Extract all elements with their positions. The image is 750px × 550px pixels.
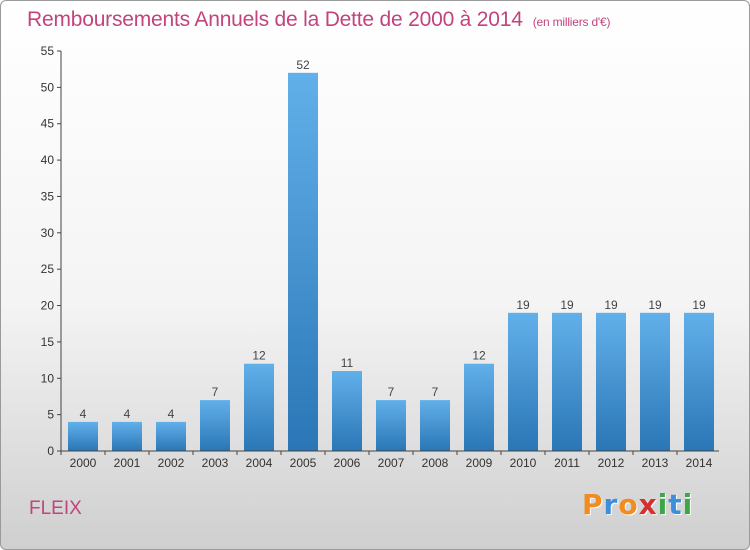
y-tick-label: 40 bbox=[41, 153, 55, 167]
y-tick-label: 10 bbox=[41, 371, 55, 385]
x-tick-label: 2012 bbox=[598, 456, 625, 470]
x-tick-label: 2007 bbox=[378, 456, 405, 470]
data-label: 19 bbox=[604, 298, 618, 312]
bar bbox=[684, 312, 714, 451]
x-tick-label: 2004 bbox=[246, 456, 273, 470]
logo-letter: x bbox=[638, 488, 658, 521]
bar bbox=[508, 312, 538, 451]
bar bbox=[596, 312, 626, 451]
y-tick-label: 0 bbox=[47, 444, 54, 458]
y-tick-label: 15 bbox=[41, 335, 55, 349]
proxiti-logo: Proxiti bbox=[582, 488, 693, 521]
commune-name: FLEIX bbox=[29, 498, 82, 519]
x-tick-label: 2014 bbox=[686, 456, 713, 470]
bar bbox=[376, 400, 406, 451]
y-tick-label: 30 bbox=[41, 226, 55, 240]
logo-letter: i bbox=[682, 488, 694, 521]
logo-letter: P bbox=[582, 488, 604, 521]
logo-letter: t bbox=[668, 488, 683, 521]
bar bbox=[420, 400, 450, 451]
x-tick-label: 2000 bbox=[70, 456, 97, 470]
logo-letter: r bbox=[603, 488, 619, 521]
bar bbox=[640, 312, 670, 451]
data-label: 4 bbox=[80, 407, 87, 421]
title-unit: (en milliers d'€) bbox=[532, 15, 611, 29]
title-text: Remboursements Annuels de la Dette de 20… bbox=[27, 8, 523, 31]
data-label: 19 bbox=[648, 298, 662, 312]
data-label: 4 bbox=[124, 407, 131, 421]
bar bbox=[552, 312, 582, 451]
y-tick-label: 25 bbox=[41, 262, 55, 276]
bar bbox=[112, 421, 142, 451]
x-tick-label: 2011 bbox=[554, 456, 580, 470]
y-tick-label: 55 bbox=[41, 44, 55, 58]
data-label: 12 bbox=[472, 349, 486, 363]
y-tick-label: 20 bbox=[41, 299, 55, 313]
bar bbox=[244, 363, 274, 451]
data-label: 7 bbox=[212, 385, 219, 399]
data-label: 7 bbox=[388, 385, 395, 399]
data-label: 12 bbox=[252, 349, 266, 363]
x-tick-label: 2003 bbox=[202, 456, 229, 470]
y-tick-label: 50 bbox=[41, 80, 55, 94]
data-label: 19 bbox=[516, 298, 530, 312]
bar bbox=[332, 371, 362, 451]
data-label: 4 bbox=[168, 407, 175, 421]
chart-title: Remboursements Annuels de la Dette de 20… bbox=[27, 8, 610, 32]
x-tick-label: 2002 bbox=[158, 456, 185, 470]
data-label: 19 bbox=[560, 298, 574, 312]
data-label: 11 bbox=[341, 356, 354, 370]
x-tick-label: 2009 bbox=[466, 456, 493, 470]
x-tick-label: 2008 bbox=[422, 456, 449, 470]
y-tick-label: 45 bbox=[41, 117, 55, 131]
x-tick-label: 2013 bbox=[642, 456, 669, 470]
data-label: 52 bbox=[296, 58, 310, 72]
bar bbox=[200, 400, 230, 451]
bar bbox=[288, 72, 318, 452]
y-tick-label: 5 bbox=[47, 408, 54, 422]
x-tick-label: 2006 bbox=[334, 456, 361, 470]
data-label: 7 bbox=[432, 385, 439, 399]
bar bbox=[464, 363, 494, 451]
bar bbox=[156, 421, 186, 451]
bar bbox=[68, 421, 98, 451]
data-label: 19 bbox=[692, 298, 706, 312]
x-tick-label: 2010 bbox=[510, 456, 537, 470]
logo-letter: i bbox=[657, 488, 669, 521]
x-tick-label: 2005 bbox=[290, 456, 317, 470]
y-tick-label: 35 bbox=[41, 189, 55, 203]
logo-letter: o bbox=[618, 488, 639, 521]
x-tick-label: 2001 bbox=[114, 456, 141, 470]
